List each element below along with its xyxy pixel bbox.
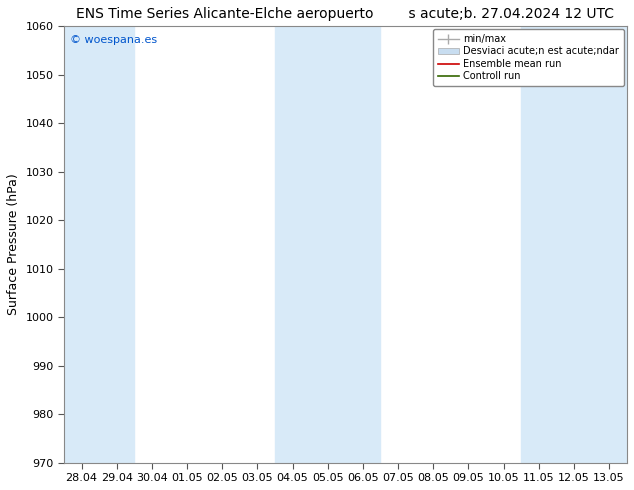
Title: ENS Time Series Alicante-Elche aeropuerto        s acute;b. 27.04.2024 12 UTC: ENS Time Series Alicante-Elche aeropuert… [76, 7, 614, 21]
Bar [64, 26, 134, 463]
Legend: min/max, Desviaci acute;n est acute;ndar, Ensemble mean run, Controll run: min/max, Desviaci acute;n est acute;ndar… [433, 29, 624, 86]
Y-axis label: Surface Pressure (hPa): Surface Pressure (hPa) [7, 173, 20, 316]
Text: © woespana.es: © woespana.es [70, 35, 157, 45]
Bar [521, 26, 626, 463]
Bar [275, 26, 380, 463]
